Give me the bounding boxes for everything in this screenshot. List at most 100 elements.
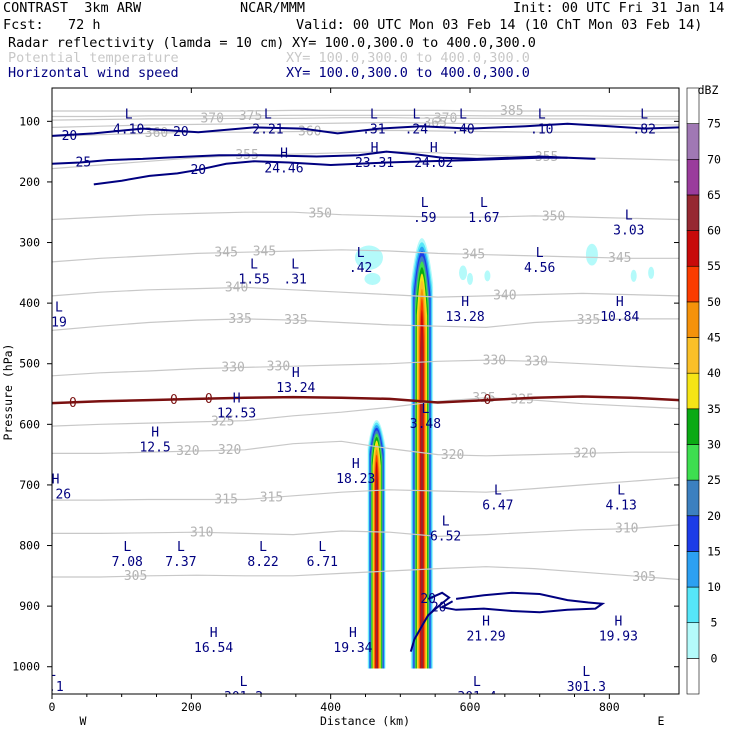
extremum-value: .59 (413, 211, 436, 226)
y-tick-label: 100 (19, 114, 40, 128)
colorbar-swatch (686, 194, 700, 231)
extremum-value: 4.13 (606, 499, 637, 514)
extremum-type: H (151, 425, 159, 440)
y-tick-label: 900 (19, 599, 40, 613)
extremum-type: L (264, 107, 272, 122)
colorbar-tick-label: 35 (707, 402, 721, 416)
colorbar-tick-label: 15 (707, 544, 721, 558)
extrema-labels: L4.10L2.21L.31L.24L.40L.10L.82H24.46H23.… (40, 107, 656, 705)
theta-contour-line (52, 397, 679, 427)
extremum-type: L (125, 107, 133, 122)
wind-contour-line (409, 591, 451, 652)
freezing-level-label: 0 (170, 393, 178, 408)
extremum-type: L (318, 540, 326, 555)
extremum-type: L (459, 107, 467, 122)
freezing-level-label: 0 (205, 392, 213, 407)
extremum-value: 23.31 (355, 156, 394, 171)
wind-contour-line (439, 591, 606, 614)
extremum-type: L (494, 484, 502, 499)
freezing-level-contour: 0 0 0 0 (52, 392, 679, 411)
extremum-value: 18.23 (336, 472, 375, 487)
colorbar-tick-label: 20 (707, 509, 721, 523)
theta-contour-line (52, 566, 679, 581)
colorbar: 0 5 10 15 20 25 30 35 40 45 50 55 60 65 70 75 (686, 87, 721, 695)
extremum-type: L (259, 540, 267, 555)
theta-contour-label: 305 (124, 569, 147, 584)
extremum-value: 301.4 (457, 690, 496, 705)
extremum-value: 1.55 (238, 273, 269, 288)
colorbar-tick-label: 25 (707, 473, 721, 487)
extremum-value: 16.54 (194, 641, 233, 656)
freezing-level-label: 0 (484, 393, 492, 408)
freezing-level-line (52, 395, 679, 405)
wind-contour-label: 20 (62, 129, 78, 144)
theta-contour-label: 315 (260, 490, 283, 505)
colorbar-swatch (686, 337, 700, 374)
reflectivity-echo (630, 269, 637, 282)
theta-contours: 305 305 310 310 315 315 320 320 320 320 325 325 325 3… (52, 104, 679, 585)
center-name: NCAR/MMM (240, 0, 306, 16)
theta-contour-label: 330 (267, 360, 290, 375)
y-tick-label: 300 (19, 236, 40, 250)
theta-contour-line (52, 249, 679, 263)
theta-contour-label: 370 (200, 112, 223, 127)
extremum-type: H (614, 615, 622, 630)
wind-contour-label: 25 (76, 156, 92, 171)
theta-contour-label: 335 (228, 312, 251, 327)
reflectivity-band (376, 471, 378, 669)
extremum-type: L (480, 196, 488, 211)
extremum-type: L (357, 246, 365, 261)
extremum-type: H (430, 141, 438, 156)
extremum-type: L (536, 246, 544, 261)
theta-contour-label: 345 (214, 246, 237, 261)
freezing-level-label: 0 (69, 396, 77, 411)
colorbar-swatch (686, 372, 700, 410)
theta-contour-line (52, 109, 679, 112)
extremum-value: 3.48 (410, 417, 441, 432)
x-tick-label: 400 (320, 700, 341, 714)
y-tick-label: 700 (19, 478, 40, 492)
field-xy-reflectivity: XY= 100.0,300.0 to 400.0,300.0 (292, 35, 536, 51)
colorbar-tick-label: 0 (711, 651, 718, 665)
colorbar-swatch (686, 408, 700, 445)
extremum-value: 24.46 (264, 162, 303, 177)
colorbar-tick-label: 30 (707, 437, 721, 451)
theta-contour-line (52, 524, 679, 538)
colorbar-tick-label: 60 (707, 224, 721, 238)
extremum-value: 3.03 (613, 224, 644, 239)
extremum-value: .42 (349, 261, 372, 276)
extremum-value: 24.02 (414, 156, 453, 171)
extremum-value: 6.71 (307, 555, 338, 570)
theta-contour-line (52, 477, 679, 501)
y-tick-label: 200 (19, 175, 40, 189)
colorbar-swatch (686, 265, 700, 303)
extremum-type: L (412, 107, 420, 122)
theta-contour-line (52, 359, 679, 377)
colorbar-tick-label: 55 (707, 259, 721, 273)
extremum-type: L (582, 665, 590, 680)
extremum-value: 2.21 (252, 122, 283, 137)
theta-contour-label: 345 (608, 251, 631, 266)
theta-contour-label: 320 (176, 444, 199, 459)
colorbar-tick-label: 70 (707, 152, 721, 166)
extremum-type: H (280, 147, 288, 162)
extremum-type: L (421, 402, 429, 417)
init-time: Init: 00 UTC Fri 31 Jan 14 (513, 0, 725, 16)
colorbar-tick-label: 50 (707, 295, 721, 309)
theta-contour-label: 325 (211, 414, 234, 429)
extremum-value: 12.53 (217, 407, 256, 422)
x-axis-label: Distance (km) (320, 714, 410, 728)
extremum-value: .40 (451, 122, 474, 137)
theta-contour-label: 305 (632, 570, 655, 585)
wind-contour-label: 20 (173, 125, 189, 140)
extremum-value: 19.34 (333, 641, 372, 656)
y-tick-label: 600 (19, 417, 40, 431)
extremum-value: 12.5 (139, 440, 170, 455)
theta-contour-label: 375 (239, 109, 262, 124)
theta-contour-label: 335 (284, 313, 307, 328)
extremum-type: H (461, 295, 469, 310)
extremum-value: 1.1 (40, 680, 63, 695)
wind-contour-label: 20 (420, 592, 436, 607)
reflectivity-field (354, 238, 655, 669)
